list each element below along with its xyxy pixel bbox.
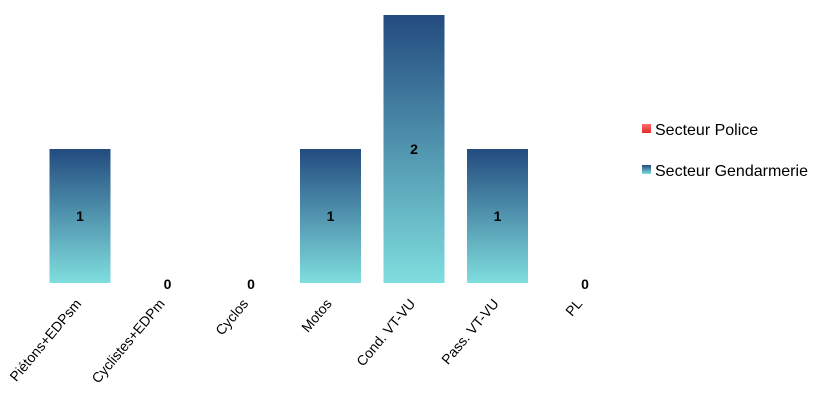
x-tick-label-5: Pass. VT-VU [438,296,502,368]
data-label-6: 0 [581,276,589,292]
bar-gendarmerie-3 [300,149,361,283]
x-tick-label-2: Cyclos [212,296,251,338]
x-tick-label-4: Cond. VT-VU [353,296,418,369]
legend-swatch-1 [642,165,651,174]
bar-gendarmerie-4 [383,15,445,283]
data-label-3: 1 [327,208,335,224]
legend-item-0: Secteur Police [642,122,758,139]
x-tick-label-3: Motos [298,296,335,335]
legend-label-1: Secteur Gendarmerie [655,163,808,180]
data-labels-layer: 1 0 0 1 2 1 0 [76,141,589,292]
data-label-0: 1 [76,208,84,224]
x-axis-tick-labels: Piétons+EDPsm Cyclistes+EDPm Cyclos Motos Co… [6,295,585,386]
legend-label-0: Secteur Police [655,122,758,139]
bars-layer [49,15,528,283]
data-label-2: 0 [247,276,255,292]
legend: Secteur Police Secteur Gendarmerie [642,122,808,180]
legend-swatch-0 [642,124,651,133]
legend-item-1: Secteur Gendarmerie [642,163,808,180]
bar-gendarmerie-0 [49,149,111,283]
bar-gendarmerie-5 [467,149,528,283]
x-tick-label-1: Cyclistes+EDPm [88,296,168,386]
x-tick-label-0: Piétons+EDPsm [6,296,84,385]
data-label-5: 1 [494,208,502,224]
data-label-1: 0 [164,276,172,292]
data-label-4: 2 [410,141,418,157]
x-tick-label-6: PL [562,295,585,319]
